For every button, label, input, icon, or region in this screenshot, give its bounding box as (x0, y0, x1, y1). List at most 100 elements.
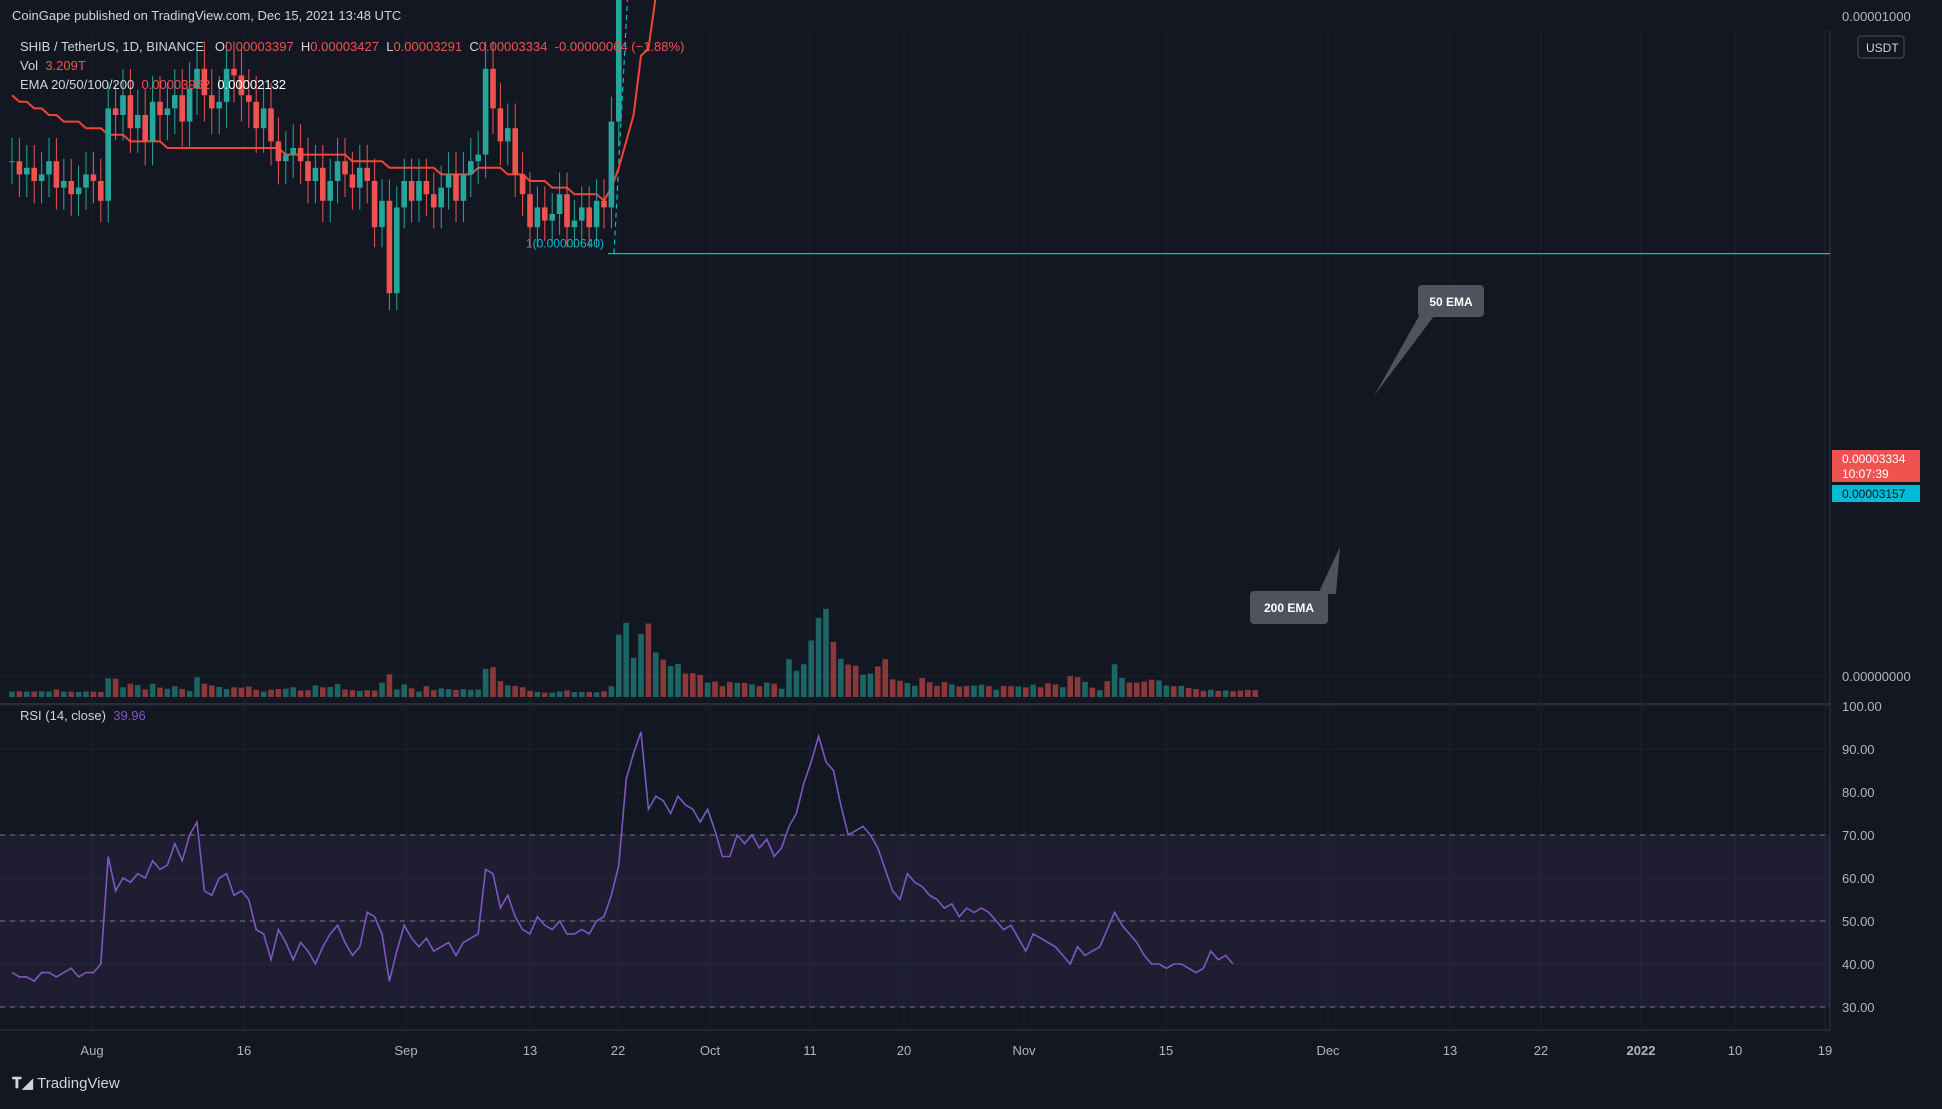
candle-body (246, 95, 252, 102)
volume-bar (963, 685, 970, 697)
brand-name: TradingView (37, 1075, 120, 1092)
volume-bar (16, 691, 23, 697)
volume-bar (364, 690, 370, 697)
candle-body (556, 194, 563, 214)
candle-body (149, 101, 156, 142)
candle-body (401, 181, 407, 208)
candle-body (201, 68, 208, 96)
ema50-line (11, 0, 657, 203)
candle-body (423, 181, 430, 195)
tradingview-logo[interactable]: 𝐓◢ TradingView (12, 1074, 120, 1092)
candle-body (179, 95, 185, 122)
volume-bar (268, 689, 274, 697)
volume-bar (897, 680, 903, 697)
volume-bar (741, 682, 748, 697)
candle-body (135, 115, 141, 129)
volume-bar (1178, 685, 1184, 697)
annotations: 50 EMA 200 EMA (1250, 285, 1484, 624)
candle-body (460, 174, 467, 201)
volume-bar (571, 691, 578, 697)
time-axis[interactable]: Aug 16 Sep 13 22 Oct 11 20 Nov 15 Dec 13 22 2022 10 19 (80, 1043, 1832, 1058)
volume-bar (1163, 685, 1170, 697)
volume-bar (305, 690, 311, 697)
volume-bar (394, 689, 400, 697)
time-tick-label: 13 (1443, 1043, 1457, 1058)
volume-bar (379, 682, 385, 697)
volume-bar (727, 681, 733, 697)
candle-body (216, 101, 222, 109)
candle-body (83, 174, 89, 188)
ema200-callout-box (1250, 591, 1328, 624)
volume-bar (660, 659, 666, 697)
low-value: 0.00003291 (393, 39, 463, 54)
volume-bar (815, 617, 822, 697)
price-axis[interactable]: 0.000090000.000080000.000070000.00006000… (1832, 0, 1920, 1015)
change-value: -0.00000064 (−1.88%) (554, 39, 685, 54)
volume-bar (38, 691, 45, 697)
volume-legend[interactable]: Vol 3.209T (20, 58, 86, 73)
volume-bar (357, 690, 363, 697)
volume-bar (638, 634, 644, 697)
volume-bar (986, 686, 992, 697)
volume-bar (386, 674, 393, 697)
volume-bar (512, 685, 518, 697)
volume-bar (216, 686, 222, 697)
time-tick-label: 10 (1728, 1043, 1742, 1058)
volume-bar (1222, 690, 1229, 697)
candle-body (105, 108, 111, 201)
volume-value: 3.209T (45, 58, 86, 73)
rsi-tick-label: 30.00 (1842, 1000, 1875, 1015)
candle-body (61, 181, 67, 188)
volume-bar (75, 691, 82, 697)
volume-bar (793, 670, 800, 697)
rsi-legend[interactable]: RSI (14, close) 39.96 (20, 708, 146, 723)
high-value: 0.00003427 (310, 39, 379, 54)
candle-body (364, 167, 370, 181)
volume-bar (838, 658, 844, 697)
volume-bar (1045, 683, 1051, 697)
rsi-label: RSI (14, close) (20, 708, 106, 723)
volume-bar (912, 685, 918, 697)
rsi-pane (0, 731, 1830, 1008)
volume-bar (978, 684, 985, 697)
candle-body (297, 148, 304, 162)
volume-bar (586, 691, 592, 697)
volume-bar (231, 687, 237, 697)
volume-bar (142, 689, 148, 697)
candle-body (505, 128, 511, 142)
symbol-legend[interactable]: SHIB / TetherUS, 1D, BINANCE O0.00003397… (20, 39, 684, 54)
rsi-tick-label: 80.00 (1842, 785, 1875, 800)
volume-bar (534, 691, 541, 697)
volume-bar (1000, 685, 1007, 697)
volume-bar (971, 685, 977, 697)
volume-bar (882, 659, 888, 697)
volume-bar (808, 640, 814, 697)
candle-body (275, 141, 282, 162)
candle-body (164, 108, 171, 115)
last-price-label: 0.00003334 (1842, 452, 1906, 466)
volume-bar (1074, 677, 1081, 697)
volume-bars (9, 608, 1258, 697)
candle-body (9, 161, 15, 163)
volume-bar (401, 684, 407, 697)
volume-bar (201, 683, 208, 697)
time-tick-label: Sep (394, 1043, 417, 1058)
rsi-tick-label: 70.00 (1842, 828, 1875, 843)
volume-bar (919, 677, 925, 697)
rsi-tick-label: 50.00 (1842, 914, 1875, 929)
volume-bar (423, 686, 430, 697)
volume-bar (135, 685, 141, 697)
volume-bar (468, 689, 474, 697)
ema-legend[interactable]: EMA 20/50/100/200 0.00003962 0.00002132 (20, 77, 286, 92)
candle-body (312, 167, 319, 181)
candle-body (24, 167, 30, 175)
volume-bar (53, 689, 60, 697)
rsi-value: 39.96 (113, 708, 146, 723)
ema200-callout-pointer (1318, 547, 1340, 594)
candle-body (519, 174, 526, 195)
volume-bar (875, 666, 881, 697)
volume-bar (1104, 681, 1110, 697)
candle-body (371, 181, 378, 228)
volume-bar (68, 691, 74, 697)
